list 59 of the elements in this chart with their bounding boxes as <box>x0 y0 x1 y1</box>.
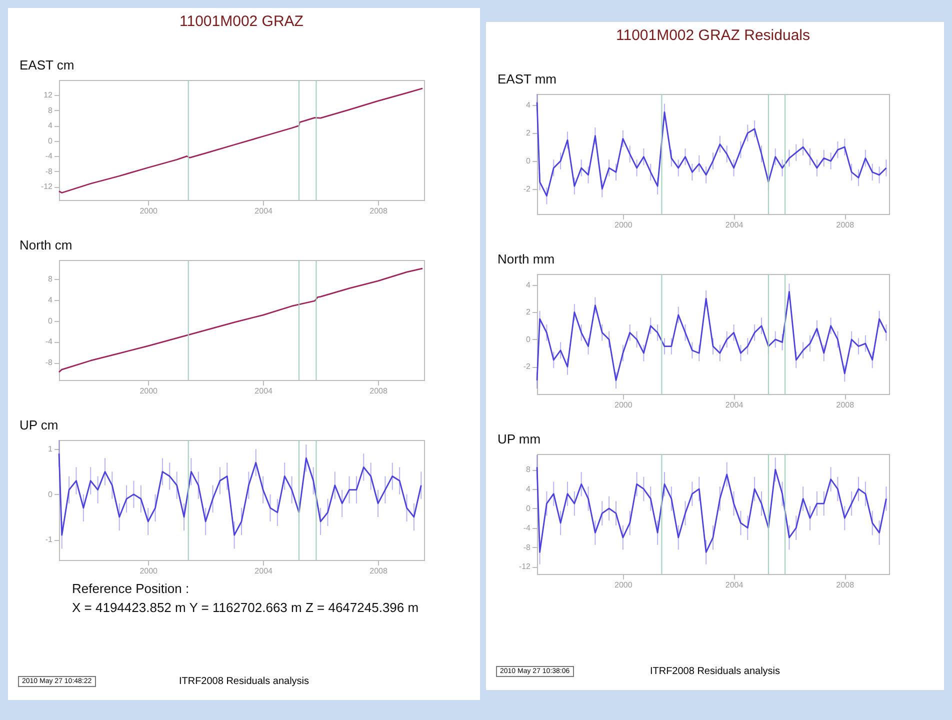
x-tick-label: 2004 <box>254 386 274 396</box>
x-tick-label: 2004 <box>725 220 744 230</box>
y-tick-label: -4 <box>45 152 54 161</box>
y-axis-title: North cm <box>20 238 72 252</box>
y-tick-label: 2 <box>526 128 532 138</box>
x-tick-label: 2004 <box>254 206 274 216</box>
x-tick-label: 2000 <box>614 400 633 410</box>
x-tick-label: 2008 <box>836 220 855 230</box>
y-tick-label: -12 <box>40 182 54 192</box>
x-tick-label: 2000 <box>614 580 633 590</box>
y-tick-label: -1 <box>45 535 54 544</box>
chart-title: 11001M002 GRAZ Residuals <box>616 27 810 44</box>
x-tick-label: 2008 <box>836 580 855 590</box>
y-tick-label: 12 <box>44 90 54 100</box>
y-tick-label: 0 <box>48 490 54 499</box>
y-tick-label: -4 <box>45 337 54 346</box>
y-axis-title: UP cm <box>20 418 58 432</box>
y-tick-label: -2 <box>523 184 532 194</box>
y-tick-label: 0 <box>526 504 532 513</box>
y-tick-label: 4 <box>48 121 54 130</box>
x-tick-label: 2004 <box>725 400 744 410</box>
y-tick-label: 4 <box>48 295 54 304</box>
x-tick-label: 2008 <box>370 566 388 576</box>
text: Reference Position : <box>72 581 190 596</box>
x-tick-label: 2004 <box>254 566 274 576</box>
y-axis-title: North mm <box>498 252 555 266</box>
y-tick-label: 0 <box>526 156 532 166</box>
chart-title: 11001M002 GRAZ <box>180 13 304 30</box>
y-axis-title: EAST mm <box>498 72 556 86</box>
x-tick-label: 2000 <box>140 386 158 396</box>
y-tick-label: 0 <box>48 316 54 326</box>
y-tick-label: 4 <box>526 280 532 290</box>
y-tick-label: -8 <box>523 542 532 552</box>
y-tick-label: 8 <box>48 274 54 284</box>
y-axis-title: UP mm <box>498 432 541 446</box>
x-tick-label: 2000 <box>614 220 633 230</box>
text: ITRF2008 Residuals analysis <box>178 676 310 687</box>
text: ITRF2008 Residuals analysis <box>650 666 780 677</box>
y-tick-label: -2 <box>523 362 532 372</box>
y-tick-label: -4 <box>523 523 532 532</box>
x-tick-label: 2008 <box>370 206 388 216</box>
x-tick-label: 2004 <box>725 580 744 590</box>
y-tick-label: -8 <box>45 358 54 368</box>
y-axis-title: EAST cm <box>20 58 74 72</box>
y-tick-label: 4 <box>526 100 532 110</box>
text: X = 4194423.852 m Y = 1162702.663 m Z = 4647245.396 m <box>72 600 420 615</box>
x-tick-label: 2000 <box>140 206 158 216</box>
x-tick-label: 2000 <box>140 566 158 576</box>
x-tick-label: 2008 <box>836 400 855 410</box>
y-tick-label: 0 <box>526 334 532 344</box>
y-tick-label: 1 <box>48 444 54 454</box>
y-tick-label: 0 <box>48 136 54 146</box>
y-tick-label: -8 <box>45 166 54 176</box>
y-tick-label: 2 <box>526 308 532 317</box>
y-tick-label: 4 <box>526 484 532 494</box>
y-tick-label: 8 <box>526 465 532 474</box>
y-tick-label: 8 <box>48 106 54 115</box>
y-tick-label: -12 <box>518 562 532 572</box>
x-tick-label: 2008 <box>370 386 388 396</box>
